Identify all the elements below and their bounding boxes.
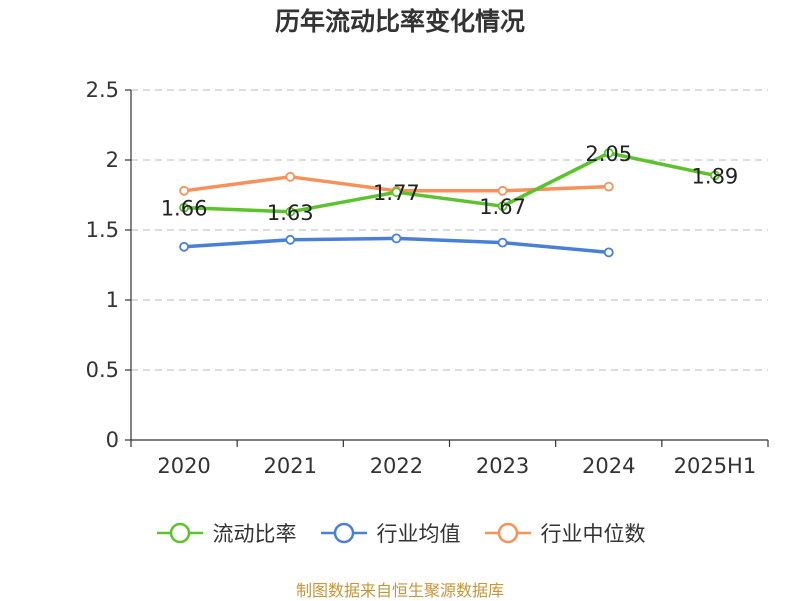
point-2-4 — [603, 181, 614, 192]
point-0-3 — [497, 201, 508, 212]
series-lines — [179, 148, 720, 258]
legend-label: 行业均值 — [376, 522, 461, 546]
legend-item-2[interactable]: 行业中位数 — [483, 518, 646, 548]
point-2-0 — [179, 185, 189, 196]
x-tick-label-2020: 2020 — [157, 454, 210, 478]
data-label-2022: 1.77 — [373, 181, 420, 205]
point-0-4 — [603, 148, 614, 158]
data-label-2024: 2.05 — [585, 142, 632, 166]
point-2-3 — [497, 185, 508, 196]
point-0-2 — [391, 187, 402, 198]
y-tick-label-4: 2 — [106, 148, 119, 172]
point-1-4 — [603, 247, 614, 258]
legend: 流动比率 行业均值 行业中位数 — [0, 518, 800, 548]
point-1-2 — [391, 233, 402, 244]
grid-lines — [131, 89, 768, 371]
data-label-2020: 1.66 — [161, 197, 208, 221]
point-0-0 — [179, 202, 189, 213]
x-tick-label-2025H1: 2025H1 — [674, 454, 757, 478]
legend-swatch-icon — [156, 522, 203, 544]
data-label-2021: 1.63 — [267, 201, 314, 225]
point-1-0 — [179, 241, 189, 252]
legend-label: 行业中位数 — [540, 522, 646, 546]
legend-label: 流动比率 — [212, 522, 297, 546]
data-label-2025H1: 1.89 — [692, 164, 739, 188]
point-1-1 — [285, 234, 296, 245]
y-tick-label-1: 0.5 — [86, 358, 119, 382]
legend-item-0[interactable]: 流动比率 — [155, 518, 297, 548]
x-tick-label-2024: 2024 — [582, 454, 635, 478]
axes: 0 0.5 1 1.5 2 2.5 2020 2021 2022 2023 2024 2025H1 — [86, 78, 769, 478]
source-note: 制图数据来自恒生聚源数据库 — [295, 581, 504, 600]
y-tick-label-5: 2.5 — [86, 78, 119, 102]
legend-swatch-icon — [484, 522, 531, 544]
series-line-0 — [184, 151, 716, 214]
point-0-5 — [710, 170, 720, 181]
y-tick-label-2: 1 — [106, 288, 119, 312]
point-0-1 — [285, 206, 296, 217]
legend-item-1[interactable]: 行业均值 — [319, 518, 461, 548]
data-label-2023: 1.67 — [479, 195, 526, 219]
legend-swatch-icon — [320, 522, 367, 544]
chart-title: 历年流动比率变化情况 — [274, 7, 525, 36]
x-tick-label-2023: 2023 — [476, 454, 529, 478]
y-tick-label-0: 0 — [106, 428, 119, 452]
x-tick-label-2022: 2022 — [370, 454, 423, 478]
y-tick-label-3: 1.5 — [86, 218, 119, 242]
point-2-1 — [285, 171, 296, 182]
point-1-3 — [497, 237, 508, 248]
x-tick-label-2021: 2021 — [264, 454, 317, 478]
data-labels: 1.66 1.63 1.77 1.67 2.05 1.89 — [161, 142, 739, 225]
